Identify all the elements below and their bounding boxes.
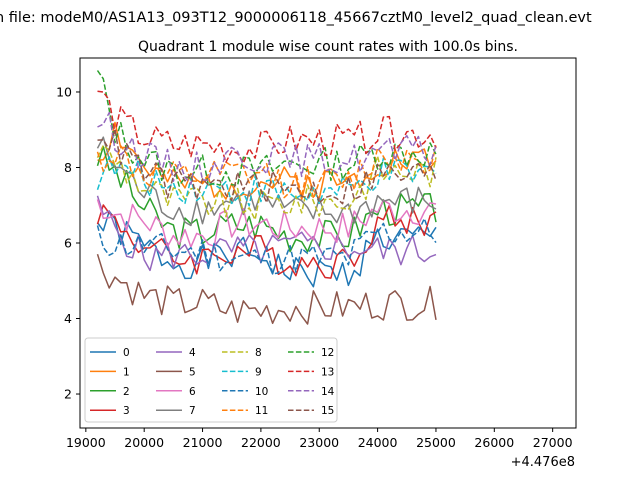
- y-axis-ticks: 2 4 6 8 10: [56, 84, 80, 402]
- x-tick-label: 20000: [124, 435, 164, 450]
- x-tick-label: 22000: [241, 435, 281, 450]
- legend-box: [84, 337, 338, 423]
- x-axis-offset-label: +4.476e8: [511, 455, 575, 470]
- y-tick-label: 8: [64, 160, 72, 175]
- series-line-3: [96, 204, 437, 279]
- series-line-5: [96, 253, 437, 325]
- legend-label: 7: [189, 405, 196, 417]
- legend-label: 6: [189, 386, 196, 398]
- series-layer: [96, 70, 437, 325]
- series-line-13: [97, 90, 437, 164]
- legend-label: 9: [255, 366, 262, 378]
- x-tick-label: 19000: [66, 435, 106, 450]
- x-tick-label: 25000: [416, 435, 456, 450]
- y-tick-label: 6: [64, 236, 72, 251]
- legend-label: 8: [255, 347, 262, 359]
- x-axis-ticks: 19000 20000 21000 22000 23000 24000 25000 26000…: [66, 428, 573, 450]
- legend-label: 5: [189, 366, 196, 378]
- x-tick-label: 27000: [533, 435, 573, 450]
- legend-label: 15: [321, 405, 334, 417]
- series-line-7: [96, 136, 437, 227]
- plot-frame: [79, 57, 577, 429]
- series-line-9: [96, 156, 437, 207]
- series-line-8: [96, 144, 437, 221]
- y-tick-label: 4: [64, 311, 72, 326]
- legend-label: 14: [321, 386, 335, 398]
- legend-label: 3: [123, 405, 130, 417]
- x-tick-label: 23000: [299, 435, 339, 450]
- series-line-12: [96, 70, 437, 187]
- x-tick-label: 26000: [474, 435, 514, 450]
- legend-label: 1: [123, 366, 130, 378]
- legend-label: 12: [321, 347, 334, 359]
- legend-label: 2: [123, 386, 130, 398]
- legend-label: 11: [255, 405, 268, 417]
- series-line-11: [96, 145, 437, 200]
- series-line-14: [97, 111, 437, 185]
- legend-label: 4: [189, 347, 196, 359]
- legend-label: 10: [255, 386, 268, 398]
- figure-suptitle: n file: modeM0/AS1A13_093T12_9000006118_…: [0, 10, 592, 26]
- x-tick-label: 24000: [358, 435, 398, 450]
- series-line-6: [96, 199, 437, 248]
- y-tick-label: 2: [64, 387, 72, 402]
- x-tick-label: 21000: [183, 435, 223, 450]
- chart-title: Quadrant 1 module wise count rates with …: [138, 39, 518, 55]
- legend-label: 0: [123, 347, 130, 359]
- legend-label: 13: [321, 366, 334, 378]
- series-line-10: [96, 217, 437, 275]
- y-tick-label: 10: [56, 84, 72, 99]
